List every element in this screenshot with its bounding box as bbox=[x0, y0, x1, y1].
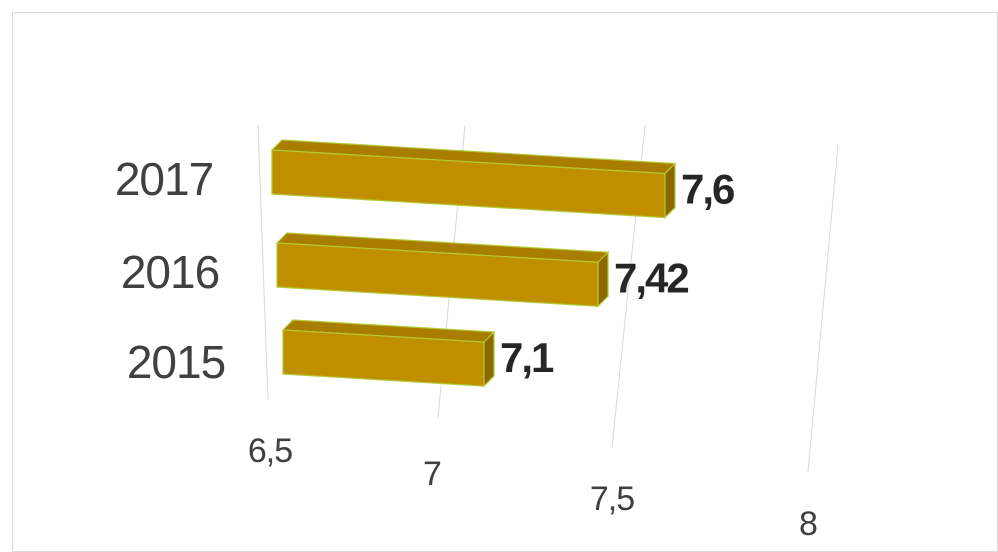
category-label: 2017 bbox=[115, 153, 213, 205]
category-label: 2015 bbox=[127, 336, 225, 388]
x-tick-label: 6,5 bbox=[248, 432, 292, 470]
x-tick-label: 7,5 bbox=[590, 480, 634, 518]
category-label: 2016 bbox=[121, 246, 219, 298]
bar-end bbox=[483, 330, 495, 388]
bar-end bbox=[597, 250, 609, 308]
gridline bbox=[257, 124, 269, 401]
data-label: 7,1 bbox=[500, 334, 554, 381]
data-label: 7,42 bbox=[614, 254, 688, 301]
data-label: 7,6 bbox=[681, 166, 734, 213]
x-tick-label: 7 bbox=[423, 455, 441, 493]
x-tick-label: 8 bbox=[799, 505, 817, 543]
bar-end bbox=[664, 162, 676, 220]
gridline bbox=[807, 144, 839, 473]
